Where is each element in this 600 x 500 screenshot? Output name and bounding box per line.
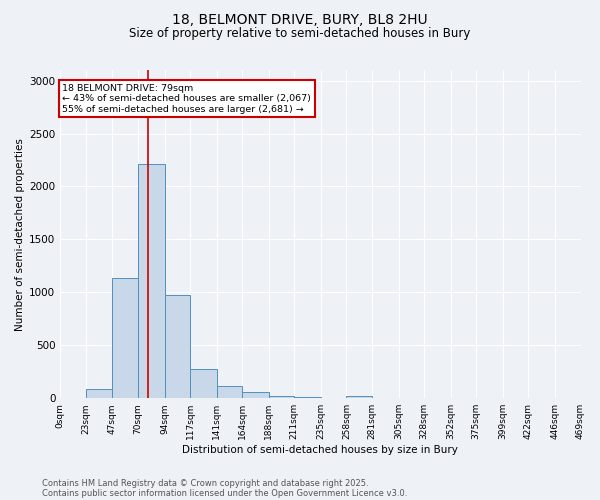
Bar (190, 368, 217, 398)
Bar (164, 295, 190, 398)
Text: Contains public sector information licensed under the Open Government Licence v3: Contains public sector information licen… (42, 488, 407, 498)
Text: Contains HM Land Registry data © Crown copyright and database right 2025.: Contains HM Land Registry data © Crown c… (42, 478, 368, 488)
Bar (242, 392, 269, 398)
Bar (346, 396, 372, 398)
Bar (112, 278, 138, 398)
Text: Size of property relative to semi-detached houses in Bury: Size of property relative to semi-detach… (130, 28, 470, 40)
Text: 18 BELMONT DRIVE: 79sqm
← 43% of semi-detached houses are smaller (2,067)
55% of: 18 BELMONT DRIVE: 79sqm ← 43% of semi-de… (62, 84, 311, 114)
X-axis label: Distribution of semi-detached houses by size in Bury: Distribution of semi-detached houses by … (182, 445, 458, 455)
Y-axis label: Number of semi-detached properties: Number of semi-detached properties (15, 138, 25, 330)
Text: 18, BELMONT DRIVE, BURY, BL8 2HU: 18, BELMONT DRIVE, BURY, BL8 2HU (172, 12, 428, 26)
Bar (269, 396, 295, 398)
Bar (138, 164, 164, 398)
Bar (217, 386, 242, 398)
Bar (86, 389, 112, 398)
Bar (295, 396, 321, 398)
